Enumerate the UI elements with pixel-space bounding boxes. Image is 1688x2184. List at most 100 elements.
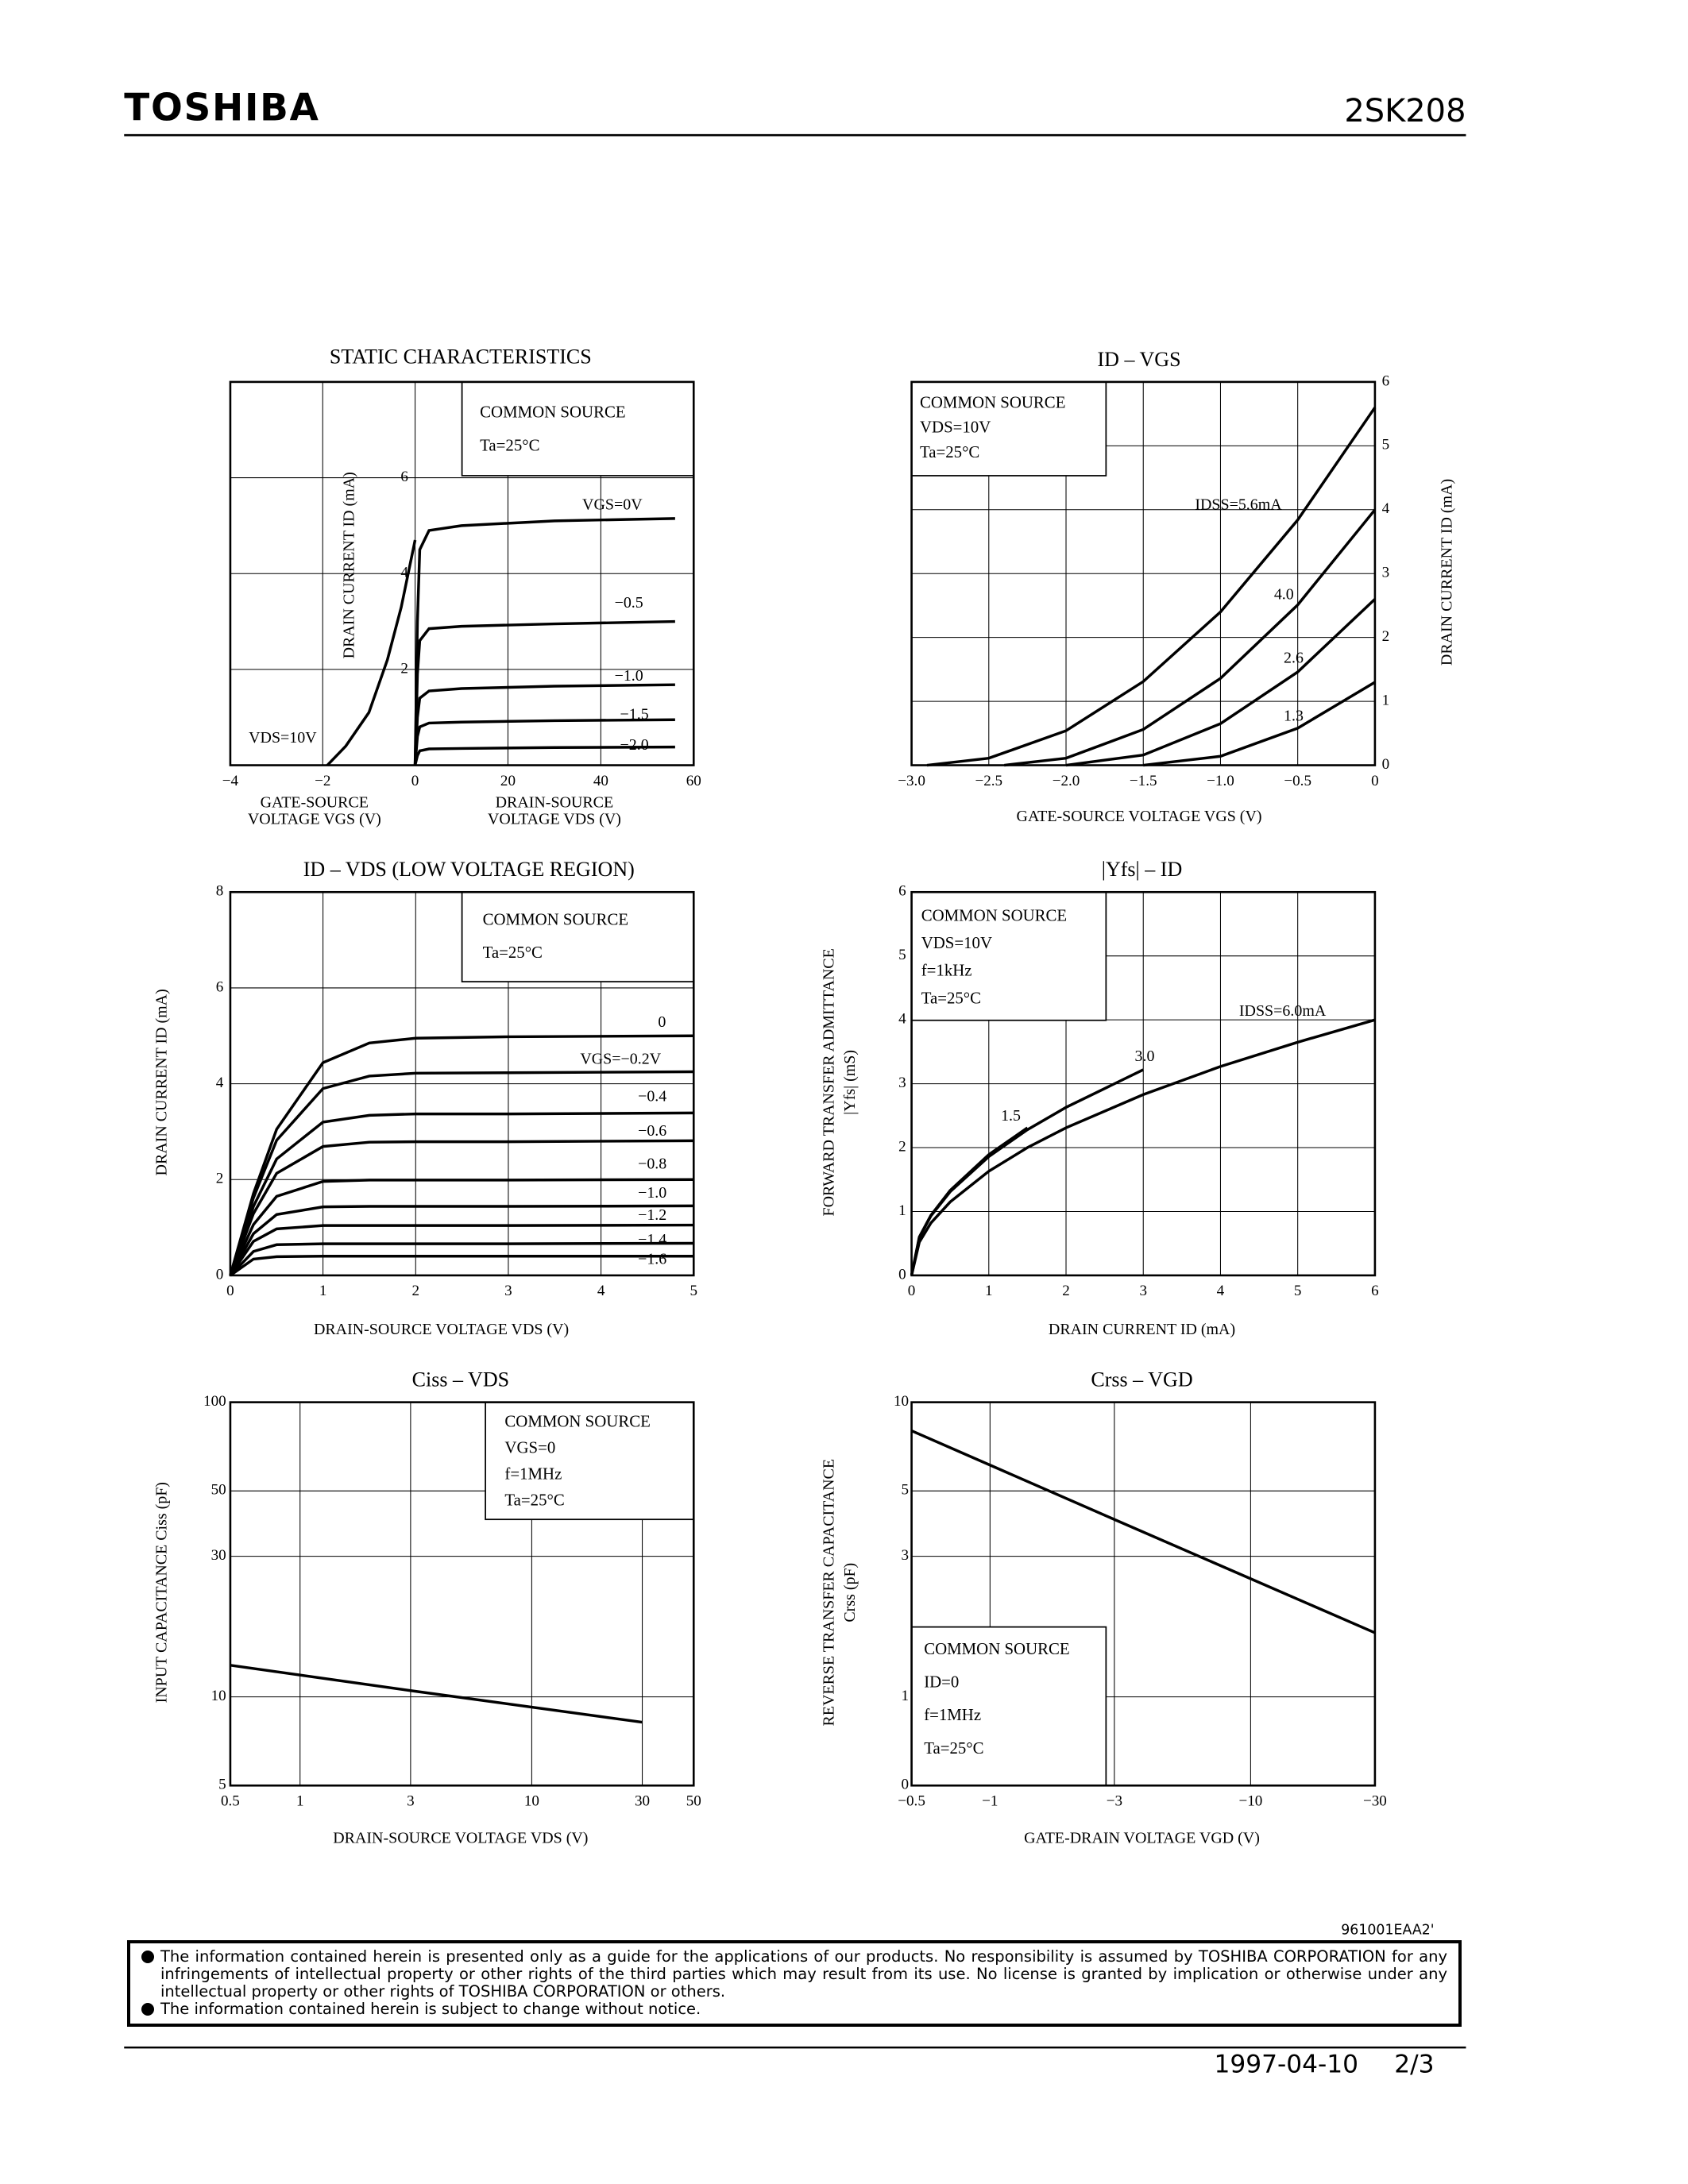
x-tick-label: 30 <box>635 1792 650 1809</box>
annotation: COMMON SOURCE <box>920 392 1065 411</box>
y-tick-label: 5 <box>218 1777 226 1793</box>
chart-title: ID – VGS <box>1097 348 1180 371</box>
series-label: −0.5 <box>615 594 643 612</box>
series-label: −0.4 <box>638 1088 666 1106</box>
annotation: f=1MHz <box>924 1705 981 1724</box>
chart-title: |Yfs| – ID <box>1102 858 1183 881</box>
disclaimer-note: The information contained herein is pres… <box>141 1948 1447 2001</box>
curve <box>413 619 675 766</box>
curve <box>413 683 675 766</box>
annotation: f=1MHz <box>504 1464 562 1483</box>
x-tick-label: 60 <box>686 773 701 789</box>
y-tick-label: 3 <box>898 1075 906 1091</box>
y-tick-label: 5 <box>902 1482 910 1499</box>
annotation: COMMON SOURCE <box>480 403 625 422</box>
y-tick-label: 0 <box>898 1266 906 1283</box>
chart-title: ID – VDS (LOW VOLTAGE REGION) <box>303 858 635 881</box>
annotation: VDS=10V <box>920 418 991 437</box>
annotation: VDS=10V <box>921 933 992 952</box>
curve <box>1004 508 1377 767</box>
chart-title: Crss – VGD <box>1091 1368 1192 1391</box>
series-label: −2.0 <box>620 736 649 754</box>
curve <box>229 1178 694 1276</box>
x-tick-label: 1 <box>319 1283 327 1299</box>
x-tick-label: −30 <box>1363 1792 1387 1809</box>
annotation: Ta=25°C <box>924 1738 983 1758</box>
annotation-box <box>910 381 1107 477</box>
x-tick-label: −2.0 <box>1053 773 1080 789</box>
curve <box>910 1429 1376 1634</box>
x-axis-label: VOLTAGE VDS (V) <box>488 811 621 828</box>
y-tick-label: 4 <box>216 1075 224 1091</box>
series-label: −0.6 <box>638 1122 666 1140</box>
annotation-box <box>461 891 695 982</box>
y-tick-label: 4 <box>898 1011 906 1028</box>
x-tick-label: 2 <box>411 1283 419 1299</box>
curve <box>413 745 675 766</box>
y-axis-label: DRAIN CURRENT ID (mA) <box>153 989 170 1175</box>
y-tick-label: 4 <box>1382 500 1390 517</box>
annotation-box <box>910 1626 1107 1787</box>
series-label: 4.0 <box>1274 586 1294 604</box>
x-tick-label: −3 <box>1107 1792 1122 1809</box>
x-tick-label: 10 <box>524 1792 539 1809</box>
series-label: 1.3 <box>1284 707 1304 724</box>
curve <box>1143 681 1376 767</box>
y-axis-label: DRAIN CURRENT ID (mA) <box>341 472 358 658</box>
curve <box>229 1223 694 1276</box>
disclaimer-box: The information contained herein is pres… <box>127 1940 1462 2027</box>
y-tick-label: 2 <box>1382 628 1390 645</box>
date: 1997-04-10 <box>1214 2051 1358 2079</box>
y-tick-label: 2 <box>898 1138 906 1155</box>
annotation: COMMON SOURCE <box>924 1639 1069 1658</box>
page-number: 2/3 <box>1394 2051 1434 2079</box>
annotation-box <box>485 1401 695 1521</box>
x-axis-label: DRAIN-SOURCE VOLTAGE VDS (V) <box>314 1321 569 1338</box>
curve <box>926 407 1377 767</box>
y-tick-label: 3 <box>1382 565 1390 581</box>
plot-frame <box>910 1401 1377 1787</box>
annotation: VGS=0 <box>504 1437 555 1457</box>
plot-frame <box>910 890 1377 1277</box>
x-tick-label: 5 <box>689 1283 697 1299</box>
curve <box>326 539 417 766</box>
x-tick-label: 4 <box>597 1283 605 1299</box>
x-tick-label: 20 <box>500 773 516 789</box>
x-tick-label: 0 <box>411 773 419 789</box>
x-axis-label: DRAIN CURRENT ID (mA) <box>1049 1321 1235 1338</box>
x-tick-label: 40 <box>593 773 608 789</box>
x-tick-label: −10 <box>1238 1792 1262 1809</box>
y-tick-label: 6 <box>898 883 906 900</box>
disclaimer-note: The information contained herein is subj… <box>141 2001 1447 2018</box>
annotation: Ta=25°C <box>921 988 981 1007</box>
x-tick-label: −4 <box>222 773 239 789</box>
annotation: Ta=25°C <box>480 435 539 454</box>
x-tick-label: 5 <box>1294 1283 1302 1299</box>
x-axis-label: GATE-SOURCE VOLTAGE VGS (V) <box>1017 808 1262 825</box>
curve <box>229 1255 694 1277</box>
x-axis-label: DRAIN-SOURCE <box>496 794 614 812</box>
x-tick-label: −1.5 <box>1130 773 1157 789</box>
chart-title: STATIC CHARACTERISTICS <box>330 345 592 368</box>
curve <box>229 1034 694 1276</box>
curve <box>230 1664 643 1724</box>
y-axis-label: DRAIN CURRENT ID (mA) <box>1438 479 1455 666</box>
curve <box>413 718 675 766</box>
y-tick-label: 0 <box>216 1266 224 1283</box>
series-label: 0 <box>658 1013 666 1031</box>
y-axis-label: Crss (pF) <box>841 1563 859 1623</box>
plot-frame <box>910 380 1377 766</box>
x-tick-label: 6 <box>1371 1283 1379 1299</box>
x-tick-label: −2 <box>315 773 330 789</box>
x-tick-label: −0.5 <box>1284 773 1311 789</box>
x-tick-label: 3 <box>504 1283 512 1299</box>
y-tick-label: 3 <box>902 1547 910 1564</box>
y-tick-label: 5 <box>898 947 906 963</box>
annotation: ID=0 <box>924 1673 959 1692</box>
annotation: f=1kHz <box>921 961 972 980</box>
series-label: −1.0 <box>615 667 643 685</box>
y-tick-label: 1 <box>902 1688 910 1704</box>
part-number: 2SK208 <box>1344 93 1466 129</box>
y-tick-label: 5 <box>1382 437 1390 453</box>
